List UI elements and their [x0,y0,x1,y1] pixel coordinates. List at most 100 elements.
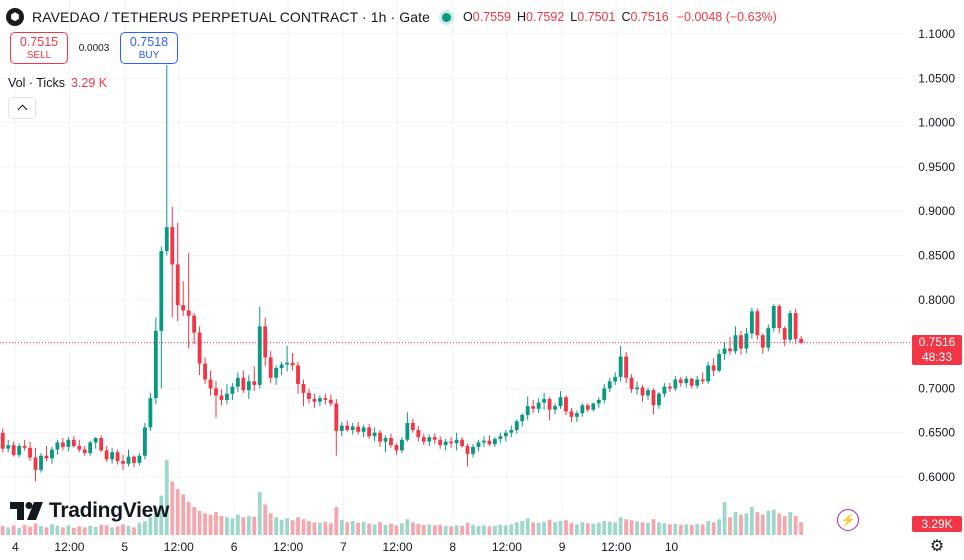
candle-body [503,432,508,437]
candle-body [706,365,711,382]
trade-buttons: 0.7515 SELL 0.0003 0.7518 BUY [10,32,178,64]
volume-bar [268,513,273,535]
candle [662,383,667,398]
volume-bar [17,527,22,535]
candle [482,436,486,447]
candle [44,445,49,462]
candle [17,443,22,458]
tradingview-logo[interactable]: TradingView [10,499,169,523]
volume-bar [312,522,317,535]
volume-bar [214,512,218,535]
volume-bar [93,526,98,535]
volume-bar [706,521,711,535]
candle [667,383,672,392]
candle [82,445,87,456]
volume-bar [192,507,197,535]
sell-button[interactable]: 0.7515 SELL [10,32,68,64]
candle [777,304,782,334]
volume-bar [646,522,650,535]
candle [345,420,350,432]
candle-body [159,251,164,331]
candle-body [438,439,443,446]
volume-bar [629,520,634,535]
gear-icon[interactable]: ⚙ [929,538,945,555]
candle-body [33,457,38,470]
x-tick-label: 6 [231,540,238,554]
volume-bar [602,521,607,535]
buy-button[interactable]: 0.7518 BUY [120,32,178,64]
symbol-title[interactable]: RAVEDAO / TETHERUS PERPETUAL CONTRACT · … [32,9,431,25]
candle-body [383,438,388,442]
candle [580,403,585,417]
x-tick-label: 7 [340,540,347,554]
volume-bar [203,513,207,535]
volume-bar [410,522,415,535]
candle-body [509,430,514,433]
candle-body [93,438,98,443]
collapse-legend-button[interactable] [8,97,36,119]
ravedao-logo-icon[interactable]: ⬢ [6,8,24,26]
candle-body [416,430,421,438]
volume-bar [558,521,563,535]
candle-body [596,399,601,404]
volume-bar [296,517,300,535]
candle [279,361,284,376]
candle-body [197,332,202,364]
candle [684,375,689,388]
candle-body [50,449,54,459]
candle-body [307,392,311,400]
volume-legend[interactable]: Vol · Ticks 3.29 K [8,76,107,90]
candle [498,432,503,444]
volume-bar [733,512,738,535]
candle-body [55,442,60,450]
candle [574,410,579,423]
candle-body [498,436,503,439]
candle [246,375,251,400]
candle-body [782,328,787,340]
candle-body [525,406,530,415]
candle-body [148,398,153,428]
candle [378,430,382,447]
candle [564,395,568,415]
candle [443,438,448,451]
candle [290,352,295,371]
candle [50,446,54,464]
candle-body [749,311,754,334]
candle [159,246,164,389]
candle-body [263,326,268,358]
candle [153,317,158,405]
candle [657,391,661,409]
volume-bar [695,523,700,535]
candle-body [465,445,470,454]
lightning-icon[interactable]: ⚡ [837,509,859,531]
volume-bar [225,517,229,535]
candle-body [328,399,333,404]
volume-bar [170,481,175,535]
volume-bar [153,507,158,535]
volume-bar [640,522,645,535]
candle [307,388,311,404]
candle-body [39,455,43,470]
volume-bar [542,521,547,535]
volume-bar [471,524,475,535]
volume-bar [591,523,596,535]
candle [104,445,109,462]
candle-body [531,406,536,409]
candle-body [432,437,437,440]
candle [613,372,618,385]
volume-bar [531,522,536,535]
candle [509,425,514,438]
candle-body [553,406,557,410]
candle [733,326,738,354]
volume-bar [635,521,639,535]
candle-body [722,348,727,354]
volume-bar [498,524,503,535]
candle-body [323,398,328,400]
candle-body [635,387,639,390]
candle-body [208,379,213,389]
candle [192,313,197,345]
candle-body [0,432,5,449]
candle-body [580,405,585,414]
candle-body [268,357,273,378]
